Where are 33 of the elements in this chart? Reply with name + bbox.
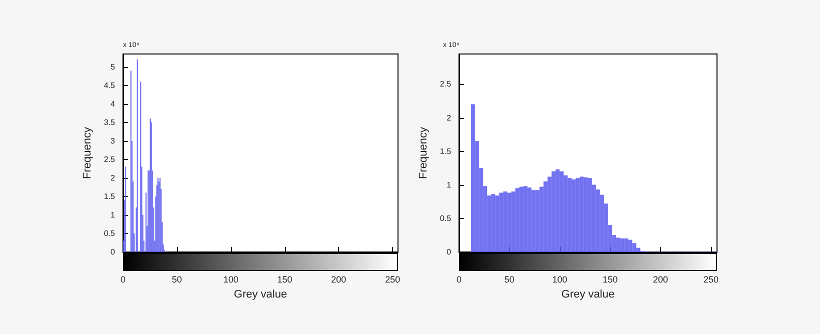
y-axis-title: Frequency <box>81 126 94 179</box>
y-tick-label: 5 <box>110 62 116 72</box>
y-tick-label: 0.5 <box>104 228 116 238</box>
y-axis-title: Frequency <box>418 126 430 179</box>
y-tick-label: 0 <box>110 248 116 256</box>
y-tick-label: 2.5 <box>440 80 452 89</box>
y-tick-label: 2 <box>446 113 452 122</box>
x-tick-label: 0 <box>120 274 126 284</box>
x-tick-label: 100 <box>552 274 568 284</box>
y-tick-label: 4 <box>110 99 116 108</box>
x-tick-label: 50 <box>172 274 182 284</box>
x-tick-label: 150 <box>602 274 618 284</box>
x-tick-label: 200 <box>331 274 346 284</box>
x-tick-label: 150 <box>277 274 292 284</box>
y-tick-label: 2 <box>110 173 116 182</box>
x-tick-label: 50 <box>504 274 514 284</box>
y-tick-label: 1.5 <box>440 146 452 156</box>
x-axis-title: Grey value <box>234 288 288 300</box>
x-tick-label: 100 <box>223 274 238 284</box>
y-tick-label: 0 <box>446 248 452 256</box>
y-tick-label: 3.5 <box>104 118 116 127</box>
x-tick-label: 200 <box>653 274 668 284</box>
y-tick-label: 2.5 <box>104 154 116 164</box>
x-tick-label: 0 <box>456 274 462 284</box>
y-tick-label: 4.5 <box>104 80 116 90</box>
x-tick-label: 250 <box>703 274 718 284</box>
y-tick-label: 1.5 <box>104 192 116 201</box>
y-tick-label: 3 <box>110 136 116 146</box>
y-tick-label: 0.5 <box>440 214 452 223</box>
y-tick-label: 1 <box>446 180 452 190</box>
x-tick-label: 250 <box>385 274 400 284</box>
y-tick-label: 1 <box>110 210 116 220</box>
x-axis-title: Grey value <box>561 288 615 300</box>
